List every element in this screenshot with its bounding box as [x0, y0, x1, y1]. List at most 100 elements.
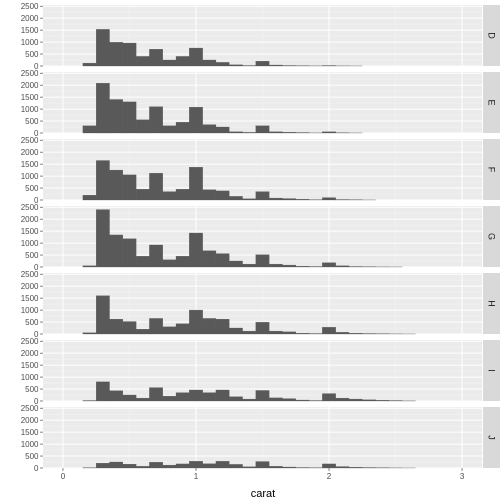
- histogram-bar: [255, 61, 270, 67]
- histogram-bar: [189, 107, 203, 134]
- y-tick-label: 2500: [21, 203, 39, 212]
- histogram-bar: [295, 399, 310, 402]
- facet-label: I: [487, 369, 497, 372]
- y-tick-label: 1000: [21, 239, 39, 248]
- histogram-bar: [322, 197, 336, 201]
- histogram-bar: [215, 62, 230, 67]
- histogram-bar: [269, 64, 283, 67]
- histogram-bar: [109, 234, 123, 268]
- histogram-bar: [322, 327, 336, 335]
- histogram-bar: [282, 132, 296, 134]
- histogram-bar: [135, 329, 150, 335]
- y-tick-label: 500: [25, 318, 39, 327]
- histogram-bar: [255, 125, 270, 134]
- histogram-bar: [335, 332, 350, 335]
- histogram-bar: [149, 318, 163, 335]
- histogram-bar: [229, 260, 243, 268]
- histogram-bar: [229, 64, 243, 67]
- y-tick-label: 0: [34, 397, 39, 406]
- histogram-bar: [122, 174, 137, 201]
- y-tick-label: 0: [34, 263, 39, 272]
- facet-strip: [483, 206, 500, 267]
- histogram-bar: [149, 49, 163, 67]
- x-axis-title: carat: [251, 488, 275, 500]
- y-tick-label: 2000: [21, 148, 39, 157]
- histogram-bar: [202, 463, 217, 469]
- histogram-bar: [229, 327, 243, 335]
- histogram-bar: [82, 332, 97, 335]
- histogram-bar: [82, 125, 97, 134]
- facet-I: 0 500 1000 1500 2000 2500 I: [21, 337, 500, 406]
- histogram-bar: [162, 191, 177, 201]
- histogram-bar: [96, 209, 110, 268]
- facet-J: 0 500 1000 1500 2000 2500 J: [21, 404, 500, 473]
- histogram-bar: [229, 196, 243, 201]
- histogram-bar: [109, 319, 123, 335]
- histogram-bar: [149, 244, 163, 268]
- histogram-bar: [242, 132, 256, 134]
- histogram-bar: [149, 106, 163, 134]
- y-tick-label: 2500: [21, 270, 39, 279]
- histogram-bar: [96, 295, 110, 335]
- histogram-bar: [242, 398, 256, 402]
- y-tick-label: 2000: [21, 215, 39, 224]
- y-tick-label: 1000: [21, 105, 39, 114]
- histogram-bar: [215, 461, 230, 469]
- histogram-bar: [175, 56, 190, 67]
- y-tick-label: 1500: [21, 26, 39, 35]
- histogram-bar: [215, 190, 230, 201]
- histogram-bar: [282, 198, 296, 201]
- histogram-bar: [348, 333, 363, 335]
- histogram-bar: [162, 396, 177, 402]
- x-tick-label: 1: [194, 472, 199, 481]
- histogram-bar: [162, 125, 177, 134]
- histogram-bar: [82, 62, 97, 67]
- facet-strip: [483, 273, 500, 334]
- histogram-bar: [282, 398, 296, 402]
- histogram-bar: [295, 266, 310, 268]
- histogram-bar: [202, 318, 217, 335]
- histogram-bar: [109, 461, 123, 469]
- histogram-bar: [215, 389, 230, 402]
- histogram-bar: [375, 400, 390, 402]
- histogram-bar: [269, 397, 283, 402]
- facet-label: F: [487, 167, 497, 173]
- facet-label: D: [487, 32, 497, 39]
- facet-D: 0 500 1000 1500 2000 2500 D: [21, 2, 500, 71]
- histogram-bar: [149, 173, 163, 201]
- histogram-bar: [215, 126, 230, 134]
- histogram-bar: [175, 189, 190, 201]
- histogram-bar: [122, 394, 137, 402]
- y-tick-label: 1500: [21, 294, 39, 303]
- x-tick-label: 3: [460, 472, 465, 481]
- histogram-bar: [96, 463, 110, 469]
- y-tick-label: 2500: [21, 2, 39, 11]
- y-tick-label: 500: [25, 385, 39, 394]
- histogram-bar: [135, 466, 150, 469]
- facet-strip: [483, 340, 500, 401]
- histogram-bar: [202, 189, 217, 201]
- histogram-bar: [96, 83, 110, 134]
- facet-F: 0 500 1000 1500 2000 2500 F: [21, 136, 500, 205]
- y-tick-label: 2000: [21, 81, 39, 90]
- histogram-bar: [202, 250, 217, 268]
- histogram-bar: [255, 191, 270, 201]
- histogram-bar: [242, 330, 256, 335]
- histogram-bar: [282, 331, 296, 335]
- y-tick-label: 500: [25, 452, 39, 461]
- histogram-bar: [109, 169, 123, 201]
- histogram-bar: [295, 333, 310, 335]
- y-tick-label: 1500: [21, 428, 39, 437]
- histogram-bar: [149, 462, 163, 469]
- y-tick-label: 1500: [21, 93, 39, 102]
- y-tick-label: 1000: [21, 172, 39, 181]
- histogram-bar: [348, 398, 363, 402]
- histogram-bar: [229, 464, 243, 469]
- histogram-bar: [255, 322, 270, 335]
- facet-H: 0 500 1000 1500 2000 2500 H: [21, 270, 500, 339]
- histogram-bar: [335, 397, 350, 402]
- y-tick-label: 2500: [21, 69, 39, 78]
- histogram-bar: [269, 330, 283, 335]
- histogram-bar: [322, 393, 336, 402]
